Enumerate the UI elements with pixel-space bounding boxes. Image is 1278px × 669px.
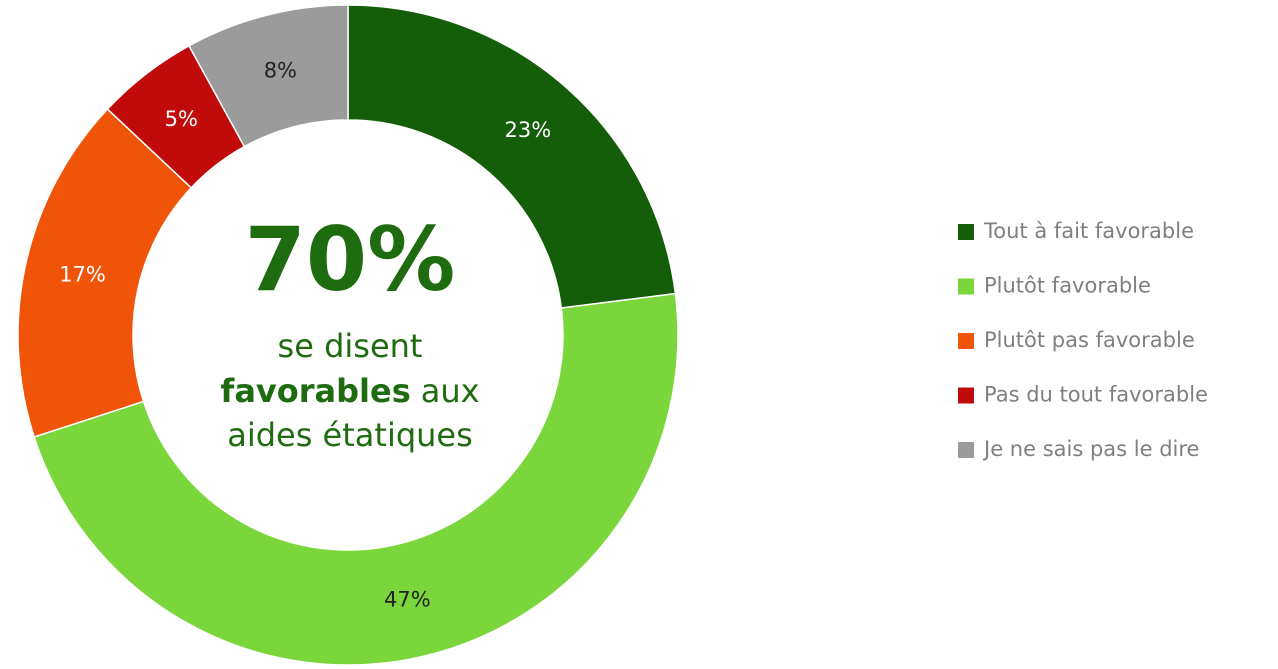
legend-swatch [958, 224, 974, 240]
slice [347, 4, 677, 309]
center-line: se disent [278, 327, 423, 365]
slice [33, 292, 679, 666]
center-bold: favorables [220, 372, 410, 410]
data-label: 47% [384, 587, 431, 611]
slice [17, 108, 193, 438]
data-label: 23% [505, 118, 552, 142]
legend-swatch [958, 387, 974, 404]
data-label: 17% [59, 263, 106, 287]
center-line: favorables aux [220, 372, 479, 410]
legend-swatch [958, 333, 974, 349]
slice [188, 4, 349, 148]
legend-swatch [958, 442, 974, 458]
center-text: aux [421, 372, 480, 410]
data-label: 5% [165, 107, 198, 131]
legend-label: Pas du tout favorable [984, 383, 1208, 407]
legend-label: Tout à fait favorable [983, 219, 1194, 243]
legend-label: Plutôt pas favorable [984, 328, 1195, 352]
legend-label: Je ne sais pas le dire [982, 437, 1199, 461]
legend-swatch [958, 278, 974, 295]
headline: 70% [245, 208, 456, 311]
data-label: 8% [264, 59, 297, 83]
center-line: aides étatiques [227, 416, 473, 454]
legend-label: Plutôt favorable [984, 274, 1151, 298]
